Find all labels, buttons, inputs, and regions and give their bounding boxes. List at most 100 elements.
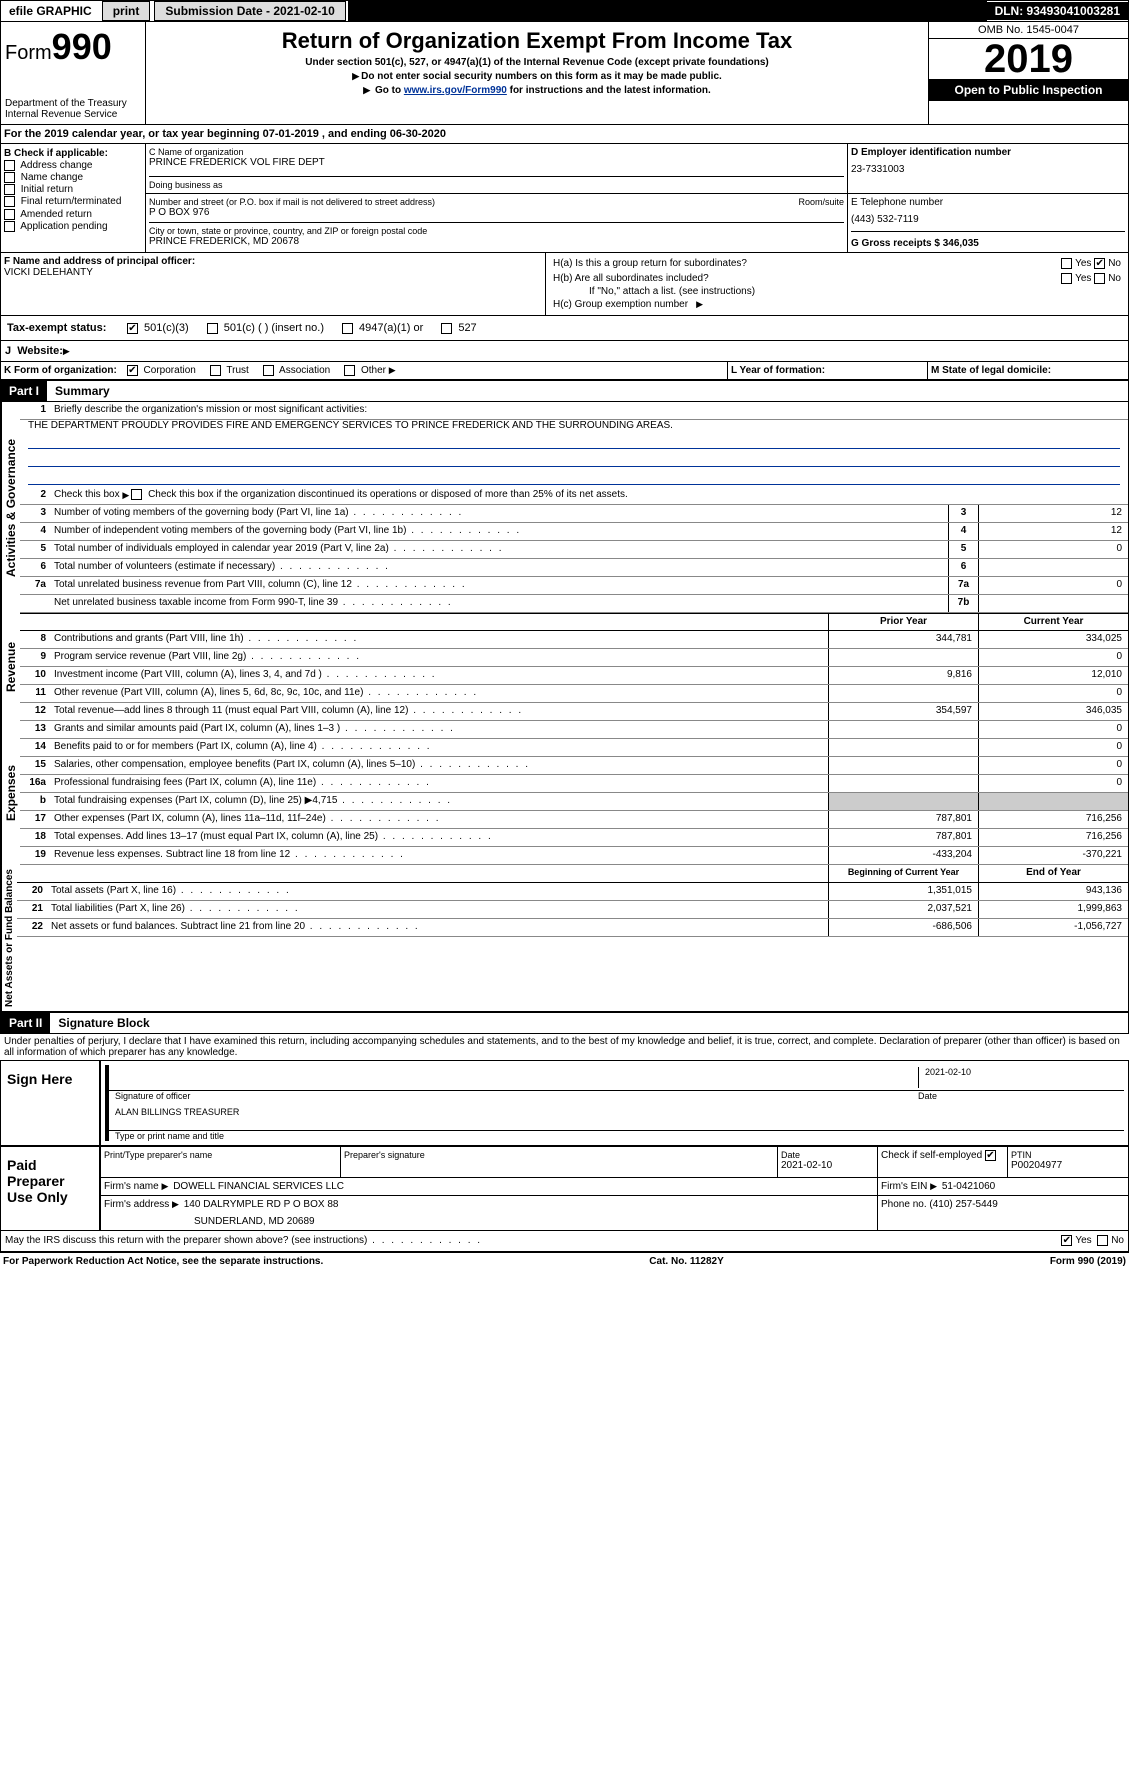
top-bar: efile GRAPHIC print Submission Date - 20… bbox=[0, 0, 1129, 22]
boxb-cb[interactable] bbox=[4, 184, 15, 195]
form-header: Form990 Department of the Treasury Inter… bbox=[0, 22, 1129, 125]
line-desc: Total number of volunteers (estimate if … bbox=[50, 559, 948, 576]
city-value: PRINCE FREDERICK, MD 20678 bbox=[149, 236, 844, 247]
boxk-cb[interactable] bbox=[263, 365, 274, 376]
line-desc: Other expenses (Part IX, column (A), lin… bbox=[50, 811, 828, 828]
hb-yes-cb[interactable] bbox=[1061, 273, 1072, 284]
box-c-addr: Number and street (or P.O. box if mail i… bbox=[146, 194, 848, 252]
line2-cb[interactable] bbox=[131, 489, 142, 500]
line-desc: Total unrelated business revenue from Pa… bbox=[50, 577, 948, 594]
prep-date: 2021-02-10 bbox=[781, 1160, 874, 1171]
prep-self-emp: Check if self-employed bbox=[881, 1151, 982, 1162]
boxb-cb[interactable] bbox=[4, 172, 15, 183]
goto-suffix: for instructions and the latest informat… bbox=[507, 85, 711, 96]
curr-val: -370,221 bbox=[978, 847, 1128, 864]
boxb-cb[interactable] bbox=[4, 160, 15, 171]
phone-value: (443) 532-7119 bbox=[851, 214, 1125, 225]
prior-val bbox=[828, 739, 978, 756]
curr-val: 1,999,863 bbox=[978, 901, 1128, 918]
line-desc: Total revenue—add lines 8 through 11 (mu… bbox=[50, 703, 828, 720]
prior-val: 787,801 bbox=[828, 829, 978, 846]
prep-sig-label: Preparer's signature bbox=[344, 1150, 774, 1160]
sig-officer-label: Signature of officer bbox=[115, 1091, 918, 1101]
boxi-cb[interactable] bbox=[342, 323, 353, 334]
boxk-cb[interactable] bbox=[127, 365, 138, 376]
sign-here-block: Sign Here 2021-02-10 Signature of office… bbox=[0, 1060, 1129, 1146]
prior-val bbox=[828, 685, 978, 702]
officer-label: F Name and address of principal officer: bbox=[4, 256, 542, 267]
footer-pra: For Paperwork Reduction Act Notice, see … bbox=[3, 1256, 323, 1267]
line-desc: Total expenses. Add lines 13–17 (must eq… bbox=[50, 829, 828, 846]
line-desc: Total fundraising expenses (Part IX, col… bbox=[50, 793, 828, 810]
mission-rule-3 bbox=[28, 469, 1120, 485]
box-b-label: B Check if applicable: bbox=[4, 148, 142, 159]
curr-val: 12,010 bbox=[978, 667, 1128, 684]
ha-no: No bbox=[1108, 258, 1121, 269]
hb-no-cb[interactable] bbox=[1094, 273, 1105, 284]
boxb-cb[interactable] bbox=[4, 196, 15, 207]
boxb-cb[interactable] bbox=[4, 209, 15, 220]
form-word: Form bbox=[5, 42, 52, 64]
discuss-yes-cb[interactable] bbox=[1061, 1235, 1072, 1246]
firm-ein-label: Firm's EIN bbox=[881, 1181, 927, 1192]
sig-date-label: Date bbox=[918, 1091, 1118, 1101]
ein-label: D Employer identification number bbox=[851, 147, 1125, 158]
part1-header: Part I Summary bbox=[0, 380, 1129, 402]
ha-no-cb[interactable] bbox=[1094, 258, 1105, 269]
boxb-cb[interactable] bbox=[4, 221, 15, 232]
boxi-cb[interactable] bbox=[127, 323, 138, 334]
line-val: 12 bbox=[978, 505, 1128, 522]
sig-officer-field[interactable] bbox=[115, 1067, 918, 1088]
curr-val: 716,256 bbox=[978, 829, 1128, 846]
discuss-no: No bbox=[1111, 1236, 1124, 1247]
box-i: Tax-exempt status: 501(c)(3) 501(c) ( ) … bbox=[0, 316, 1129, 341]
org-name: PRINCE FREDERICK VOL FIRE DEPT bbox=[149, 157, 844, 168]
self-emp-cb[interactable] bbox=[985, 1150, 996, 1161]
website-label: J bbox=[5, 345, 17, 357]
ptin-value: P00204977 bbox=[1011, 1160, 1125, 1171]
part1-badge: Part I bbox=[1, 381, 47, 401]
col-prior: Prior Year bbox=[828, 614, 978, 630]
revenue-section: Revenue Prior Year Current Year 8Contrib… bbox=[0, 613, 1129, 721]
line-desc: Salaries, other compensation, employee b… bbox=[50, 757, 828, 774]
gross-receipts: G Gross receipts $ 346,035 bbox=[851, 231, 1125, 249]
hb-yes: Yes bbox=[1075, 273, 1091, 284]
footer: For Paperwork Reduction Act Notice, see … bbox=[0, 1252, 1129, 1270]
tax-year: 2019 bbox=[929, 39, 1128, 79]
box-f: F Name and address of principal officer:… bbox=[1, 253, 546, 315]
curr-val bbox=[978, 793, 1128, 810]
discuss-no-cb[interactable] bbox=[1097, 1235, 1108, 1246]
subtitle-3: Go to www.irs.gov/Form990 for instructio… bbox=[152, 85, 922, 96]
addr-value: P O BOX 976 bbox=[149, 207, 844, 218]
sign-here-label: Sign Here bbox=[1, 1061, 101, 1145]
form-title: Return of Organization Exempt From Incom… bbox=[152, 28, 922, 54]
ha-yes-cb[interactable] bbox=[1061, 258, 1072, 269]
line-val bbox=[978, 595, 1128, 612]
boxi-cb[interactable] bbox=[207, 323, 218, 334]
mission-rule-2 bbox=[28, 451, 1120, 467]
h-b-note: If "No," attach a list. (see instruction… bbox=[549, 286, 1125, 297]
line2-desc: Check this box Check this box if the org… bbox=[50, 487, 1128, 504]
period-row: For the 2019 calendar year, or tax year … bbox=[0, 125, 1129, 144]
print-button[interactable]: print bbox=[102, 1, 151, 21]
submission-date-button[interactable]: Submission Date - 2021-02-10 bbox=[154, 1, 345, 21]
curr-val: 0 bbox=[978, 685, 1128, 702]
website-word: Website: bbox=[17, 345, 63, 357]
line-desc: Benefits paid to or for members (Part IX… bbox=[50, 739, 828, 756]
part2-badge: Part II bbox=[1, 1013, 50, 1033]
col-end: End of Year bbox=[978, 865, 1128, 882]
firm-name: DOWELL FINANCIAL SERVICES LLC bbox=[173, 1181, 344, 1192]
line-desc: Investment income (Part VIII, column (A)… bbox=[50, 667, 828, 684]
boxk-cb[interactable] bbox=[210, 365, 221, 376]
irs-link[interactable]: www.irs.gov/Form990 bbox=[404, 85, 507, 96]
line-desc: Revenue less expenses. Subtract line 18 … bbox=[50, 847, 828, 864]
officer-group-row: F Name and address of principal officer:… bbox=[0, 253, 1129, 316]
city-label: City or town, state or province, country… bbox=[149, 226, 844, 236]
boxi-cb[interactable] bbox=[441, 323, 452, 334]
prior-val: 344,781 bbox=[828, 631, 978, 648]
sig-date: 2021-02-10 bbox=[925, 1067, 1118, 1077]
line-desc: Program service revenue (Part VIII, line… bbox=[50, 649, 828, 666]
box-c-name: C Name of organization PRINCE FREDERICK … bbox=[146, 144, 848, 193]
boxk-cb[interactable] bbox=[344, 365, 355, 376]
prior-val: 1,351,015 bbox=[828, 883, 978, 900]
